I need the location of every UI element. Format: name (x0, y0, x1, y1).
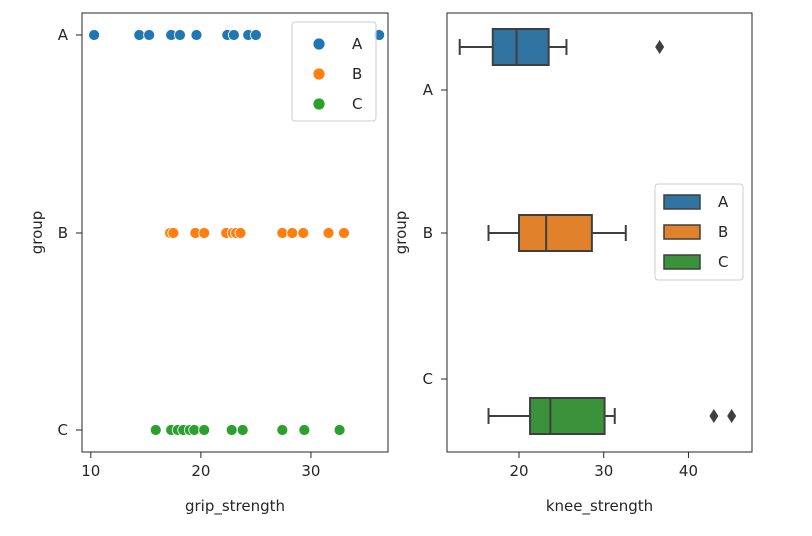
box-legend-label: C (718, 253, 728, 271)
box-group-c (487, 397, 737, 435)
scatter-legend-label: B (352, 65, 362, 83)
box-legend-label: A (718, 193, 729, 211)
box-outlier-marker (727, 409, 737, 423)
scatter-point-a (143, 29, 156, 41)
scatter-point-c (149, 424, 162, 436)
box-y-tick-label: C (423, 370, 433, 388)
box-iqr-rect (518, 214, 593, 252)
scatter-legend-marker (312, 97, 326, 111)
scatter-point-c (333, 424, 346, 436)
scatter-legend-marker (312, 67, 326, 81)
scatter-x-axis-label: grip_strength (185, 497, 285, 516)
scatter-point-b (198, 227, 211, 239)
scatter-y-tick-label: C (58, 421, 68, 439)
scatter-legend-label: C (352, 95, 362, 113)
box-iqr-rect (491, 28, 550, 66)
scatter-point-b (322, 227, 335, 239)
box-outlier-marker (709, 409, 719, 423)
scatter-x-tick-label: 10 (81, 462, 100, 480)
box-y-tick-label: B (423, 224, 433, 242)
box-outlier-marker (655, 40, 665, 54)
scatter-point-c (298, 424, 311, 436)
scatter-point-c (198, 424, 211, 436)
scatter-point-c (276, 424, 289, 436)
scatter-point-b (276, 227, 289, 239)
scatter-point-a (174, 29, 186, 41)
box-legend-swatch (663, 224, 701, 240)
scatter-legend: ABC (291, 21, 377, 122)
scatter-x-tick-label: 20 (191, 462, 210, 480)
box-x-tick-label: 40 (679, 462, 698, 480)
scatter-point-a (190, 29, 203, 41)
scatter-point-b (297, 227, 310, 239)
box-legend-swatch (663, 254, 701, 270)
box-group-a (458, 28, 665, 66)
scatter-point-b (234, 227, 247, 239)
box-x-tick-label: 20 (509, 462, 528, 480)
scatter-legend-box (291, 21, 377, 122)
scatter-legend-label: A (352, 35, 363, 53)
box-iqr-rect (529, 397, 606, 435)
scatter-point-b (286, 227, 299, 239)
scatter-point-c (188, 424, 201, 436)
box-x-tick-label: 30 (594, 462, 613, 480)
scatter-point-b (338, 227, 350, 239)
scatter-point-b (167, 227, 180, 239)
scatter-point-a (250, 29, 262, 41)
scatter-point-c (225, 424, 238, 436)
box-x-axis-label: knee_strength (546, 497, 653, 516)
scatter-y-tick-label: B (58, 224, 68, 242)
scatter-point-a (133, 29, 146, 41)
box-y-axis-label: group (392, 211, 410, 255)
box-legend: ABC (654, 183, 744, 281)
box-legend-swatch (663, 194, 701, 210)
scatter-legend-marker (312, 37, 326, 51)
scatter-point-c (236, 424, 249, 436)
scatter-point-a (88, 29, 101, 41)
box-group-b (487, 214, 627, 252)
scatter-x-tick-label: 30 (301, 462, 320, 480)
scatter-y-axis-label: group (28, 211, 46, 255)
scatter-point-a (227, 29, 240, 41)
box-legend-label: B (718, 223, 728, 241)
scatter-y-tick-label: A (58, 26, 69, 44)
box-y-tick-label: A (423, 81, 434, 99)
